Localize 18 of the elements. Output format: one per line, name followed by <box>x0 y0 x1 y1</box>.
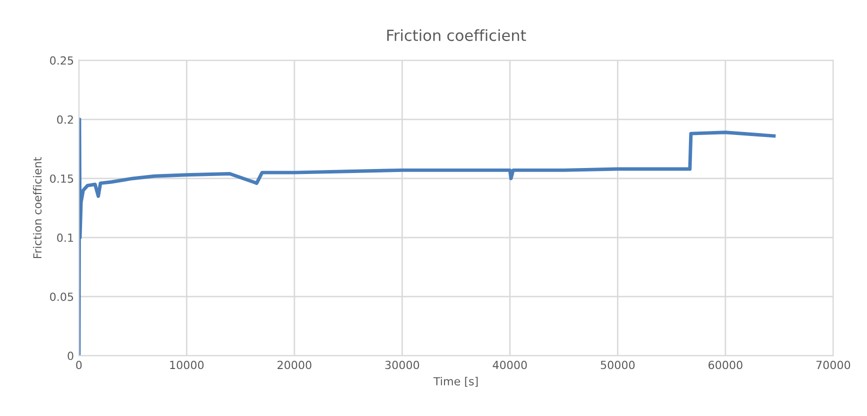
chart-title: Friction coefficient <box>387 29 526 42</box>
x-tick-label: 20000 <box>278 360 312 370</box>
y-tick-label: 0.25 <box>50 56 74 65</box>
x-axis-title: Time [s] <box>433 376 478 387</box>
y-tick-label: 0 <box>68 352 74 360</box>
x-tick-label: 70000 <box>816 360 850 370</box>
y-axis-title: Friction coefficient <box>32 157 42 258</box>
x-tick-label: 40000 <box>492 360 527 370</box>
x-tick-label: 50000 <box>600 360 635 370</box>
y-tick-label: 0.2 <box>57 115 73 124</box>
line-series <box>78 118 776 356</box>
y-tick-label: 0.05 <box>50 292 74 301</box>
y-tick-label: 0.1 <box>57 234 74 242</box>
y-tick-label: 0.15 <box>50 174 74 183</box>
x-tick-label: 10000 <box>170 360 204 370</box>
x-tick-label: 30000 <box>385 360 420 370</box>
x-tick-label: 60000 <box>708 360 742 370</box>
x-tick-label: 0 <box>76 360 82 370</box>
